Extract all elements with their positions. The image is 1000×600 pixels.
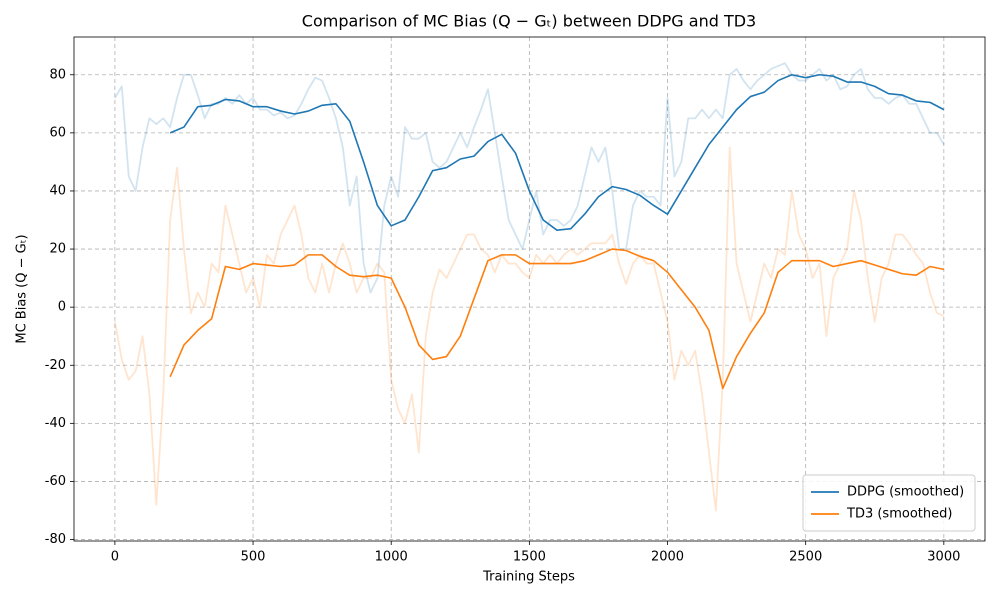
y-tick-label: -60 — [45, 474, 66, 489]
y-tick-label: 0 — [58, 300, 66, 315]
x-axis-label: Training Steps — [482, 570, 575, 585]
x-tick-label: 500 — [241, 550, 266, 565]
y-tick-label: -20 — [45, 358, 66, 373]
y-tick-label: 80 — [49, 67, 66, 82]
legend: DDPG (smoothed) TD3 (smoothed) — [802, 474, 976, 532]
legend-label: TD3 (smoothed) — [846, 507, 952, 522]
x-tick-label: 2500 — [789, 550, 822, 565]
x-tick-label: 0 — [111, 550, 119, 565]
y-tick-label: 20 — [49, 242, 66, 257]
y-tick-label: -80 — [45, 532, 66, 547]
smoothed-line — [169, 73, 945, 231]
x-tick-label: 3000 — [927, 550, 960, 565]
y-tick-label: -40 — [45, 416, 66, 431]
legend-label: DDPG (smoothed) — [847, 485, 964, 500]
raw-line — [114, 62, 945, 294]
raw-line — [114, 146, 945, 512]
plot-frame — [73, 36, 986, 542]
smoothed-line — [169, 248, 944, 390]
y-tick-label: 60 — [49, 125, 66, 140]
x-tick-label: 2000 — [651, 550, 684, 565]
legend-box — [802, 474, 976, 532]
x-tick-label: 1000 — [375, 550, 408, 565]
x-tick-label: 1500 — [513, 550, 546, 565]
y-axis-label: MC Bias (Q − Gₜ) — [15, 234, 30, 343]
y-tick-label: 40 — [49, 183, 66, 198]
chart-title: Comparison of MC Bias (Q − Gₜ) between D… — [302, 12, 756, 31]
